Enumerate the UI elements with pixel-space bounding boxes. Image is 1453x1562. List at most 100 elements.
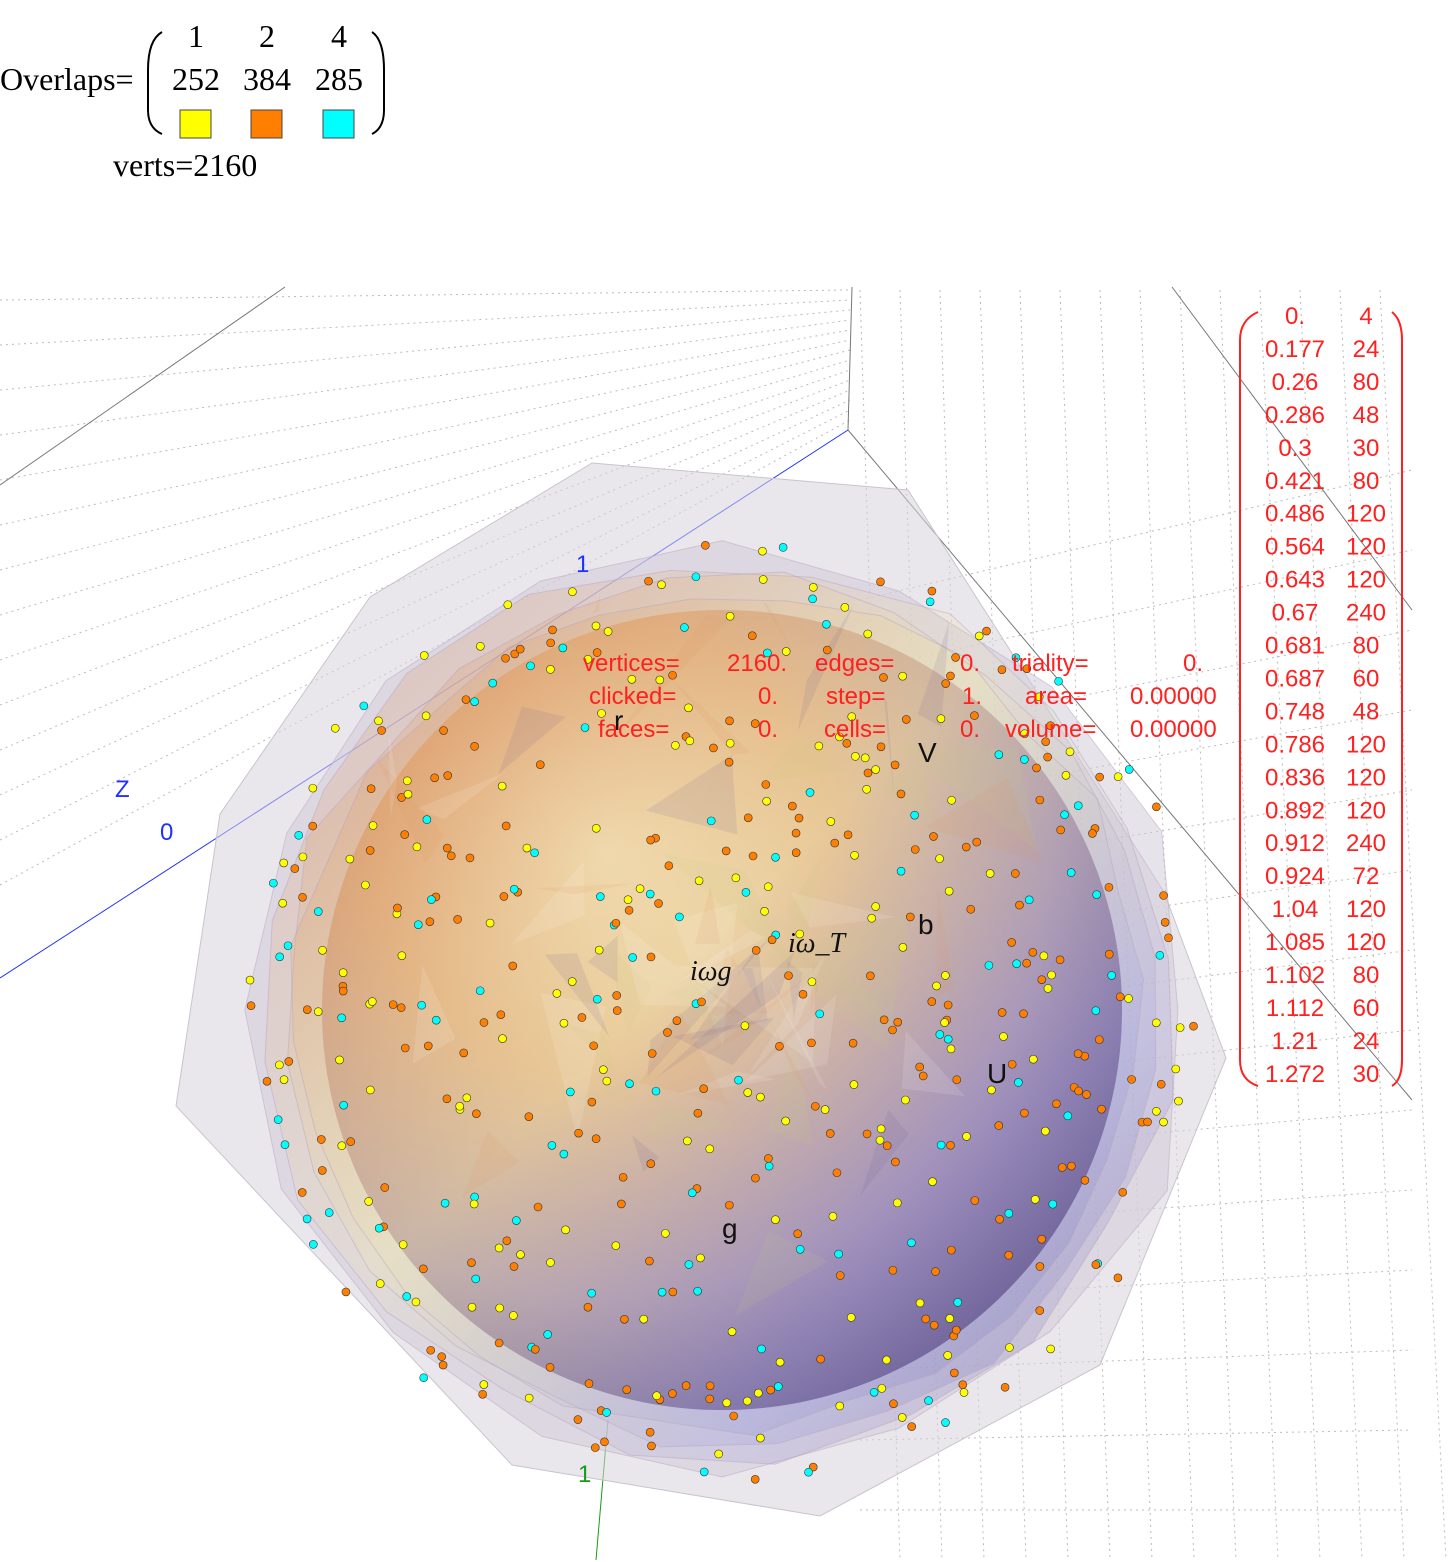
scene-label: g bbox=[722, 1213, 738, 1244]
vertex-dot bbox=[705, 1144, 715, 1154]
vertex-dot bbox=[498, 1034, 507, 1043]
facet bbox=[883, 695, 895, 806]
vertex-dot bbox=[935, 854, 944, 863]
vertex-dot bbox=[1189, 1021, 1198, 1031]
facet bbox=[647, 936, 773, 1078]
vertex-dot bbox=[645, 1427, 655, 1437]
vertex-dot bbox=[552, 989, 562, 998]
vertex-dot bbox=[966, 904, 976, 914]
vertex-dot bbox=[747, 631, 757, 640]
table-cell: 0.924 bbox=[1265, 863, 1325, 890]
vertex-dot bbox=[309, 1240, 318, 1249]
vertex-dot bbox=[1032, 763, 1041, 773]
vertex-dot bbox=[652, 1391, 661, 1401]
vertex-dot bbox=[470, 697, 479, 706]
vertex-dot bbox=[952, 1075, 962, 1085]
vertex-dot bbox=[625, 1079, 634, 1088]
vertex-dot bbox=[509, 1311, 518, 1320]
vertex-dot bbox=[622, 1385, 632, 1394]
vertex-dots bbox=[245, 541, 1198, 1484]
table-cell: 1.04 bbox=[1272, 896, 1319, 923]
info-value: 0. bbox=[1183, 650, 1203, 677]
vertex-dot bbox=[1020, 1108, 1029, 1118]
facet bbox=[924, 777, 1044, 864]
color-swatch bbox=[322, 109, 355, 139]
vertex-dot bbox=[951, 653, 960, 662]
vertex-dot bbox=[620, 1315, 629, 1324]
vertex-dot bbox=[891, 1157, 900, 1167]
vertex-dot bbox=[1113, 772, 1123, 782]
vertex-dot bbox=[612, 1006, 622, 1015]
vertex-dot bbox=[808, 594, 817, 604]
vertex-dot bbox=[583, 654, 593, 664]
table-cell: 60 bbox=[1353, 665, 1380, 692]
vertex-dot bbox=[644, 576, 653, 586]
facet bbox=[639, 1010, 730, 1106]
matrix-header: 2 bbox=[259, 18, 275, 54]
axis-tick: 1 bbox=[576, 551, 589, 578]
vertex-dot bbox=[476, 642, 485, 651]
vertex-dot bbox=[645, 1256, 654, 1266]
vertex-dot bbox=[888, 1265, 898, 1275]
vertex-dot bbox=[863, 768, 873, 778]
vertex-dot bbox=[936, 1140, 946, 1150]
vertex-dot bbox=[509, 1262, 519, 1271]
vertex-dot bbox=[781, 647, 791, 656]
vertex-dot bbox=[929, 832, 938, 841]
vertex-dot bbox=[754, 1388, 763, 1398]
facet bbox=[534, 883, 634, 895]
facet bbox=[746, 994, 837, 1081]
vertex-dot bbox=[583, 1302, 593, 1312]
table-cell: 240 bbox=[1346, 830, 1386, 857]
vertex-dot bbox=[947, 1245, 956, 1255]
vertex-dot bbox=[997, 1008, 1007, 1017]
vertex-dot bbox=[901, 1095, 910, 1105]
vertex-dot bbox=[298, 852, 308, 862]
facet bbox=[734, 1230, 828, 1317]
vertex-dot bbox=[657, 1287, 667, 1297]
table-cell: 1.085 bbox=[1265, 929, 1325, 956]
vertex-dot bbox=[1011, 653, 1021, 663]
vertex-dot bbox=[279, 1075, 289, 1084]
vertex-dot bbox=[438, 1360, 448, 1370]
vertex-dot bbox=[972, 837, 982, 847]
vertex-dot bbox=[302, 1214, 312, 1224]
vertex-dot bbox=[617, 1199, 626, 1209]
facet bbox=[761, 735, 846, 781]
vertex-dot bbox=[940, 1018, 949, 1027]
info-value: 0.00000 bbox=[1130, 683, 1217, 710]
vertex-dot bbox=[970, 1196, 980, 1205]
vertex-dot bbox=[346, 1137, 355, 1146]
vertex-dot bbox=[1118, 1187, 1128, 1197]
vertex-dot bbox=[950, 1368, 959, 1378]
table-cell: 48 bbox=[1353, 698, 1380, 725]
info-label: volume= bbox=[1005, 716, 1096, 743]
vertex-dot bbox=[804, 1467, 813, 1477]
verts-label: verts=2160 bbox=[113, 147, 257, 183]
vertex-dot bbox=[602, 1076, 612, 1086]
facet bbox=[511, 861, 585, 945]
vertex-dot bbox=[294, 830, 303, 840]
vertex-dot bbox=[931, 1267, 940, 1276]
vertex-dot bbox=[764, 1161, 774, 1171]
vertex-dot bbox=[684, 703, 693, 713]
vertex-dot bbox=[412, 842, 422, 852]
vertex-dot bbox=[651, 1086, 661, 1096]
table-cell: 80 bbox=[1353, 468, 1380, 495]
vertex-dot bbox=[842, 739, 852, 748]
facet bbox=[656, 951, 796, 1078]
table-cell: 0.786 bbox=[1265, 731, 1325, 758]
vertex-dot bbox=[374, 716, 383, 726]
table-cell: 48 bbox=[1353, 402, 1380, 429]
vertex-dot bbox=[577, 1013, 587, 1022]
vertex-dot bbox=[809, 583, 818, 592]
vertex-dot bbox=[308, 821, 318, 831]
facet bbox=[674, 965, 816, 1064]
vertex-dot bbox=[1152, 802, 1161, 812]
vertex-dot bbox=[962, 1132, 971, 1141]
vertex-dot bbox=[1082, 1090, 1091, 1099]
vertex-dot bbox=[1066, 868, 1076, 877]
grid-line bbox=[0, 329, 851, 481]
vertex-dot bbox=[1073, 801, 1083, 811]
